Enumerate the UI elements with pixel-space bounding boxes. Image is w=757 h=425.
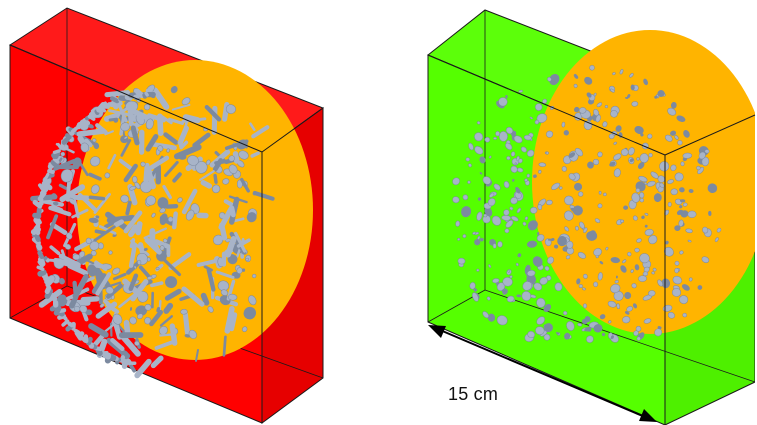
scale-bar-label: 15 cm <box>448 384 499 404</box>
right-particle-cloud <box>452 65 722 343</box>
right-box <box>427 0 757 425</box>
double-arrow-icon <box>428 325 657 422</box>
left-box <box>8 7 325 424</box>
left-particle-cloud <box>30 84 275 379</box>
